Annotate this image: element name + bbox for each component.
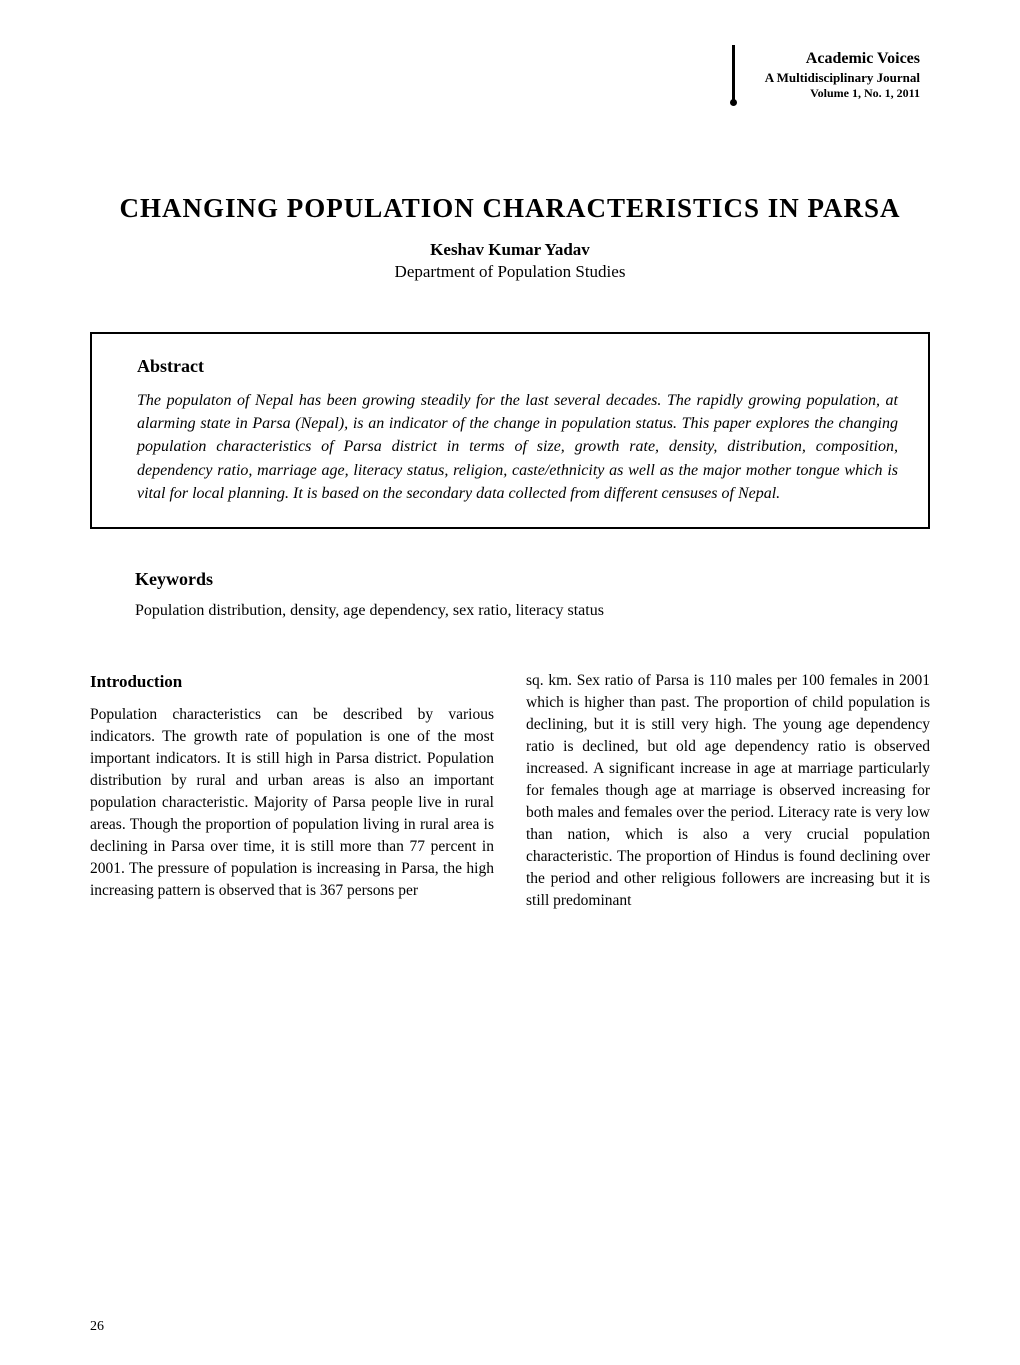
abstract-heading: Abstract [137,356,898,377]
journal-volume: Volume 1, No. 1, 2011 [90,86,920,101]
column-right-text: sq. km. Sex ratio of Parsa is 110 males … [526,670,930,912]
abstract-text: The populaton of Nepal has been growing … [137,389,898,505]
body-columns: Introduction Population characteristics … [90,670,930,912]
journal-name: Academic Voices [90,50,920,68]
author-affiliation: Department of Population Studies [90,262,930,282]
journal-header: Academic Voices A Multidisciplinary Jour… [90,50,930,101]
keywords-text: Population distribution, density, age de… [135,602,930,620]
column-right: sq. km. Sex ratio of Parsa is 110 males … [526,670,930,912]
keywords-heading: Keywords [135,569,930,590]
article-title: CHANGING POPULATION CHARACTERISTICS IN P… [90,191,930,226]
keywords-section: Keywords Population distribution, densit… [90,569,930,620]
abstract-box: Abstract The populaton of Nepal has been… [90,332,930,529]
header-rule [732,45,735,100]
column-left-text: Population characteristics can be descri… [90,704,494,902]
column-left: Introduction Population characteristics … [90,670,494,912]
header-dot [730,99,737,106]
introduction-heading: Introduction [90,670,494,694]
page-number: 26 [90,1319,104,1335]
journal-subtitle: A Multidisciplinary Journal [90,70,920,86]
author-name: Keshav Kumar Yadav [90,240,930,260]
